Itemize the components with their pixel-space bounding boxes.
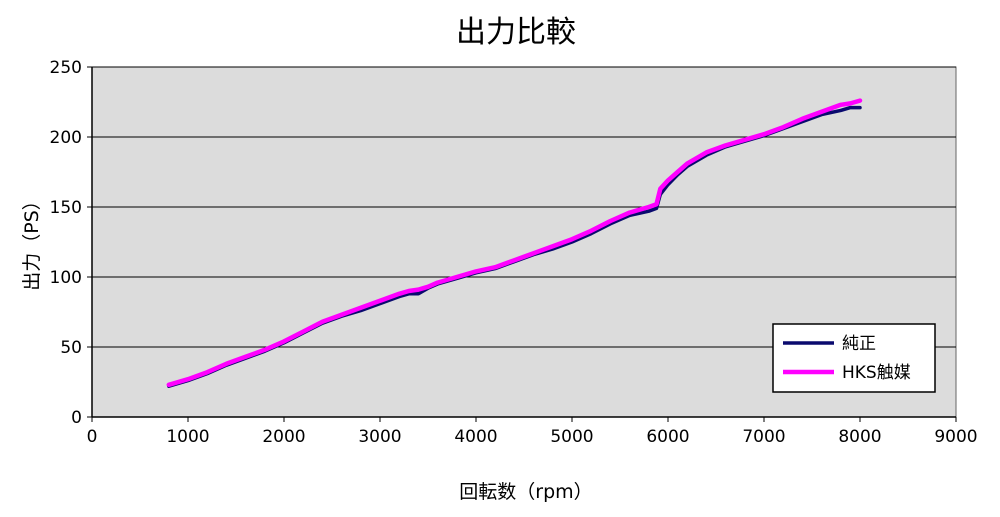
x-axis-label: 回転数（rpm） <box>459 481 592 503</box>
x-axis-ticks: 0 1000 2000 3000 4000 5000 6000 7000 8000 9000 <box>87 417 978 447</box>
y-axis-ticks: 0 50 100 150 200 250 <box>50 58 92 428</box>
series-line-1 <box>166 98 863 388</box>
y-tick-label-3: 150 <box>50 198 82 218</box>
x-tick-label-2: 2000 <box>262 427 305 447</box>
x-tick-label-4: 4000 <box>454 427 497 447</box>
x-tick-label-0: 0 <box>87 427 98 447</box>
x-tick-label-6: 6000 <box>646 427 689 447</box>
y-tick-label-1: 50 <box>60 338 82 358</box>
x-tick-label-5: 5000 <box>550 427 593 447</box>
axes <box>91 67 956 418</box>
chart-title: 出力比較 <box>456 15 576 50</box>
x-tick-label-7: 7000 <box>742 427 785 447</box>
legend-box <box>772 323 936 393</box>
series-lines <box>166 98 863 388</box>
legend-label-1: HKS触媒 <box>842 363 911 383</box>
x-tick-label-9: 9000 <box>934 427 977 447</box>
y-tick-label-4: 200 <box>50 128 82 148</box>
y-tick-label-5: 250 <box>50 58 82 78</box>
x-tick-label-3: 3000 <box>358 427 401 447</box>
y-tick-label-2: 100 <box>50 268 82 288</box>
x-tick-label-1: 1000 <box>166 427 209 447</box>
x-tick-label-8: 8000 <box>838 427 881 447</box>
y-tick-label-0: 0 <box>71 408 82 428</box>
y-axis-label: 出力（PS） <box>21 191 43 291</box>
legend-label-0: 純正 <box>842 334 876 354</box>
legend: 純正 HKS触媒 <box>772 323 936 393</box>
